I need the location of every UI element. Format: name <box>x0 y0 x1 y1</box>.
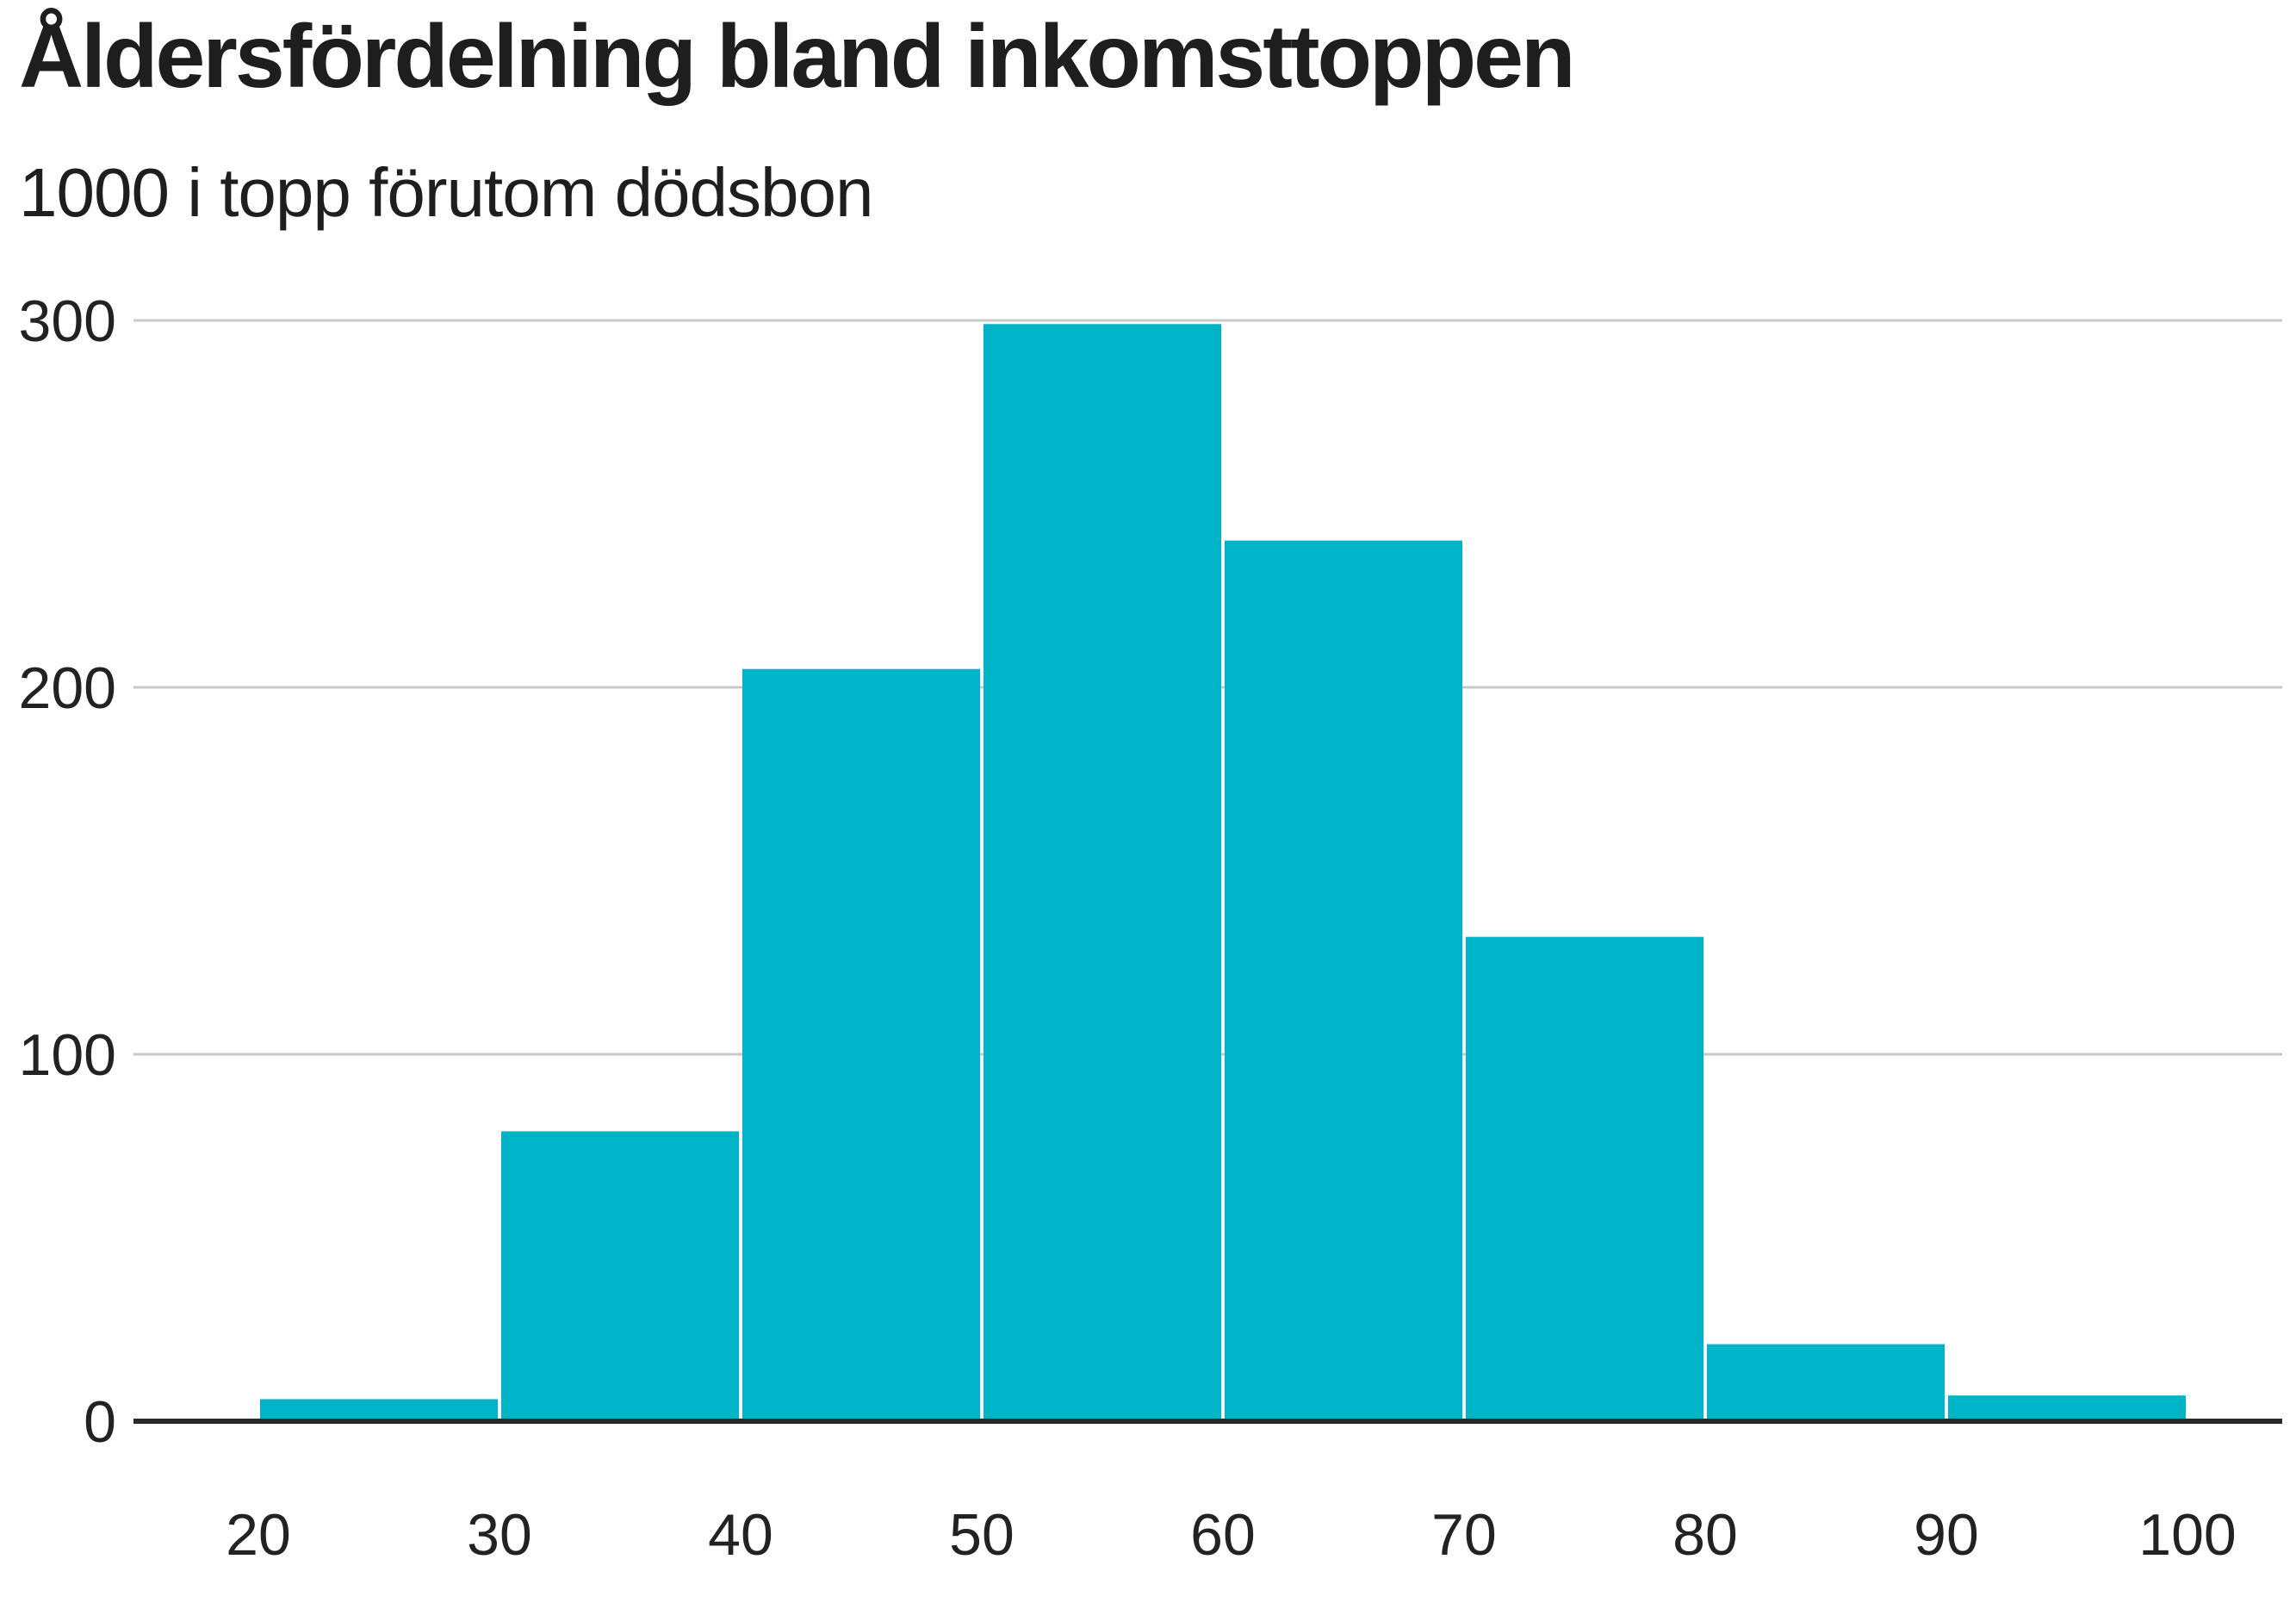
y-tick-label-300: 300 <box>19 289 116 354</box>
x-tick-label-20: 20 <box>226 1502 291 1568</box>
x-tick-label-70: 70 <box>1431 1502 1497 1568</box>
bar-90-100 <box>1948 1395 2186 1421</box>
chart-title: Åldersfördelning bland inkomsttoppen <box>19 7 1575 107</box>
x-tick-label-30: 30 <box>467 1502 532 1568</box>
y-tick-label-100: 100 <box>19 1022 116 1088</box>
y-tick-label-200: 200 <box>19 655 116 721</box>
x-tick-label-80: 80 <box>1672 1502 1738 1568</box>
x-axis-ticks: 20 30 40 50 60 70 80 90 100 <box>226 1502 2237 1568</box>
bar-50-60 <box>984 324 1221 1421</box>
y-axis-ticks: 0 100 200 300 <box>19 289 116 1455</box>
x-tick-label-100: 100 <box>2138 1502 2236 1568</box>
bar-20-30 <box>260 1399 498 1421</box>
x-tick-label-40: 40 <box>708 1502 773 1568</box>
bar-60-70 <box>1225 540 1462 1421</box>
bar-80-90 <box>1707 1344 1945 1421</box>
bars <box>260 324 2186 1421</box>
y-tick-label-0: 0 <box>84 1389 116 1455</box>
chart-subtitle: 1000 i topp förutom dödsbon <box>19 154 874 231</box>
bar-70-80 <box>1466 936 1703 1421</box>
x-tick-label-50: 50 <box>949 1502 1015 1568</box>
bar-40-50 <box>742 668 980 1421</box>
x-tick-label-60: 60 <box>1190 1502 1256 1568</box>
bar-30-40 <box>501 1131 739 1421</box>
x-tick-label-90: 90 <box>1914 1502 1979 1568</box>
